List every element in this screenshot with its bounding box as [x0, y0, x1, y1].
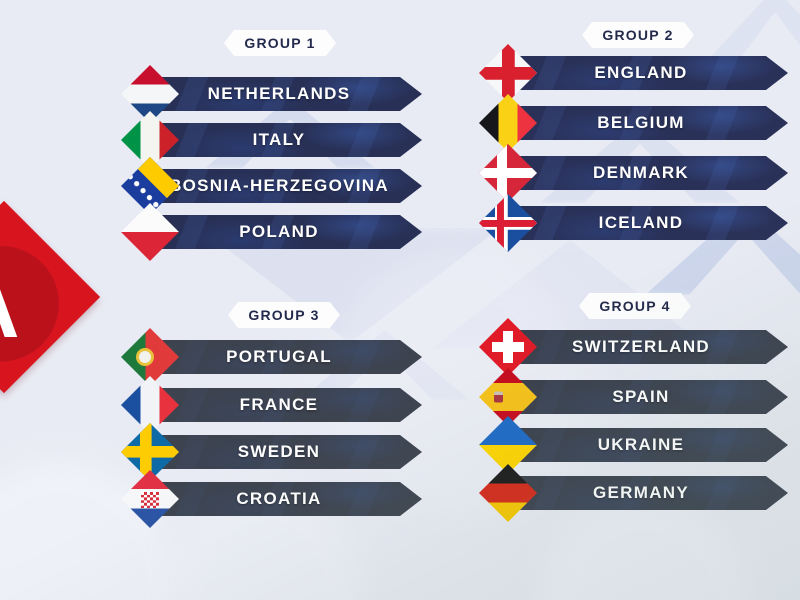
- team-row: ICELAND: [479, 194, 788, 252]
- league-a-letter: A: [0, 263, 20, 351]
- team-name: PORTUGAL: [226, 347, 332, 366]
- team-row: SWEDEN: [121, 423, 422, 481]
- league-a-diamond-icon: [0, 200, 101, 394]
- team-banner: UKRAINE: [508, 428, 788, 462]
- flag-poland-icon: [121, 203, 179, 261]
- team-row: FRANCE: [121, 376, 422, 434]
- team-row: CROATIA: [121, 470, 422, 528]
- team-row: BELGIUM: [479, 94, 788, 152]
- team-banner: PORTUGAL: [150, 340, 422, 374]
- group-1-label: GROUP 1: [224, 30, 336, 56]
- team-name: BELGIUM: [597, 113, 685, 132]
- team-row: DENMARK: [479, 144, 788, 202]
- team-row: UKRAINE: [479, 416, 788, 474]
- team-name: ITALY: [252, 130, 306, 149]
- team-banner: BELGIUM: [508, 106, 788, 140]
- team-banner: SPAIN: [508, 380, 788, 414]
- team-banner: ITALY: [150, 123, 422, 157]
- team-name: ENGLAND: [594, 63, 688, 82]
- team-name: SWEDEN: [237, 442, 321, 461]
- group-2-label: GROUP 2: [582, 22, 694, 48]
- team-banner: SWITZERLAND: [508, 330, 788, 364]
- group-1-label-text: GROUP 1: [244, 35, 316, 51]
- team-name: CROATIA: [236, 489, 322, 508]
- team-name: DENMARK: [593, 163, 689, 182]
- team-row: NETHERLANDS: [121, 65, 422, 123]
- background-circle: [540, 495, 750, 600]
- team-name: FRANCE: [239, 395, 319, 414]
- group-2-label-text: GROUP 2: [602, 27, 674, 43]
- team-name: SWITZERLAND: [571, 337, 710, 356]
- team-banner: ENGLAND: [508, 56, 788, 90]
- team-banner: SWEDEN: [150, 435, 422, 469]
- team-banner: FRANCE: [150, 388, 422, 422]
- team-banner: POLAND: [150, 215, 422, 249]
- team-banner: DENMARK: [508, 156, 788, 190]
- team-name: BOSNIA-HERZEGOVINA: [169, 176, 389, 195]
- team-name: UKRAINE: [597, 435, 685, 454]
- team-banner: BOSNIA-HERZEGOVINA: [150, 169, 422, 203]
- flag-iceland-icon: [479, 194, 537, 252]
- team-name: GERMANY: [593, 483, 689, 502]
- flag-denmark-icon: [479, 144, 537, 202]
- flag-belgium-icon: [479, 94, 537, 152]
- group-4-label-text: GROUP 4: [599, 298, 671, 314]
- team-row: SPAIN: [479, 368, 788, 426]
- team-banner: GERMANY: [508, 476, 788, 510]
- team-row: ENGLAND: [479, 44, 788, 102]
- team-banner: ICELAND: [508, 206, 788, 240]
- team-row: PORTUGAL: [121, 328, 422, 386]
- flag-england-icon: [479, 44, 537, 102]
- team-banner: CROATIA: [150, 482, 422, 516]
- team-name: SPAIN: [612, 387, 670, 406]
- group-3-label: GROUP 3: [228, 302, 340, 328]
- team-row: ITALY: [121, 111, 422, 169]
- team-row: POLAND: [121, 203, 422, 261]
- team-name: NETHERLANDS: [207, 84, 351, 103]
- group-4-label: GROUP 4: [579, 293, 691, 319]
- team-banner: NETHERLANDS: [150, 77, 422, 111]
- group-3-label-text: GROUP 3: [248, 307, 320, 323]
- team-name: POLAND: [239, 222, 319, 241]
- team-row: GERMANY: [479, 464, 788, 522]
- team-name: ICELAND: [598, 213, 684, 232]
- team-row: BOSNIA-HERZEGOVINA: [121, 157, 422, 215]
- team-row: SWITZERLAND: [479, 318, 788, 376]
